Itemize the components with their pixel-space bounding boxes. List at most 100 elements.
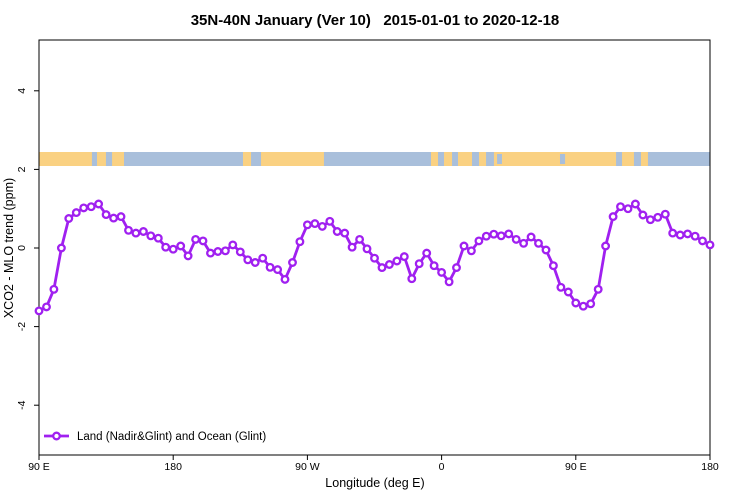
data-point-marker (198, 236, 208, 246)
data-point-marker (578, 301, 588, 311)
data-point-marker (608, 212, 618, 222)
data-point-marker (593, 284, 603, 294)
data-point-marker (295, 237, 305, 247)
data-point-marker (556, 282, 566, 292)
data-point-marker (220, 246, 230, 256)
ocean-speck-segment (497, 154, 502, 164)
data-point-marker (243, 255, 253, 265)
data-point-marker (235, 247, 245, 257)
data-point-marker (690, 231, 700, 241)
data-point-marker (109, 213, 119, 223)
y-tick-label: 4 (16, 88, 28, 94)
land-band-segment (458, 152, 473, 166)
data-point-marker (317, 221, 327, 231)
legend-label: Land (Nadir&Glint) and Ocean (Glint) (77, 431, 266, 443)
data-point-marker (437, 267, 447, 277)
data-point-marker (571, 298, 581, 308)
y-tick-label: 2 (16, 166, 28, 172)
data-point-marker (280, 274, 290, 284)
data-point-marker (116, 212, 126, 222)
data-point-marker (377, 263, 387, 273)
land-band-segment (479, 152, 487, 166)
data-point-marker (42, 302, 51, 312)
land-band-segment (622, 152, 634, 166)
data-point-marker (414, 259, 424, 269)
data-point-marker (71, 208, 81, 218)
data-point-marker (511, 234, 521, 244)
data-point-marker (213, 247, 223, 256)
data-point-marker (698, 236, 707, 246)
x-axis-ticks: 90 E 180 90 W 0 90 E 180 (28, 455, 719, 473)
data-point-marker (496, 231, 506, 241)
data-point-marker (340, 228, 350, 238)
data-point-marker (489, 229, 499, 239)
data-point-marker (250, 258, 260, 267)
y-axis-label: XCO2 - MLO trend (ppm) (2, 178, 16, 318)
data-point-marker (228, 240, 238, 250)
land-band-segment (431, 152, 439, 166)
data-point-marker (586, 299, 596, 309)
data-point-marker (183, 251, 193, 261)
data-point-marker (362, 244, 372, 254)
data-point-marker (34, 306, 44, 316)
data-point-marker (452, 263, 461, 273)
data-point-marker (616, 202, 625, 212)
legend: Land (Nadir&Glint) and Ocean (Glint) (44, 431, 266, 443)
data-point-marker (176, 241, 186, 251)
y-tick-label: -2 (16, 322, 28, 331)
data-point-marker (206, 248, 215, 258)
x-tick-label: 180 (701, 461, 719, 473)
surface-type-band (39, 152, 710, 166)
data-point-marker (466, 246, 476, 256)
x-tick-label: 180 (164, 461, 182, 473)
data-point-marker (138, 227, 148, 236)
data-point-marker (370, 253, 379, 263)
data-point-marker (332, 227, 342, 236)
data-point-marker (64, 214, 74, 223)
land-band-segment (261, 152, 324, 166)
ocean-speck-segment (559, 154, 566, 164)
data-point-marker (288, 258, 297, 267)
x-tick-label: 0 (439, 461, 445, 473)
data-point-marker (474, 236, 484, 246)
data-point-marker (168, 244, 178, 254)
data-point-marker (422, 248, 432, 258)
data-point-marker (79, 203, 89, 213)
data-point-marker (429, 261, 439, 271)
x-tick-label: 90 W (295, 461, 320, 473)
y-axis-ticks: -4 -2 0 2 4 (16, 88, 39, 410)
data-point-marker (124, 225, 133, 235)
land-band-segment (443, 152, 453, 166)
data-point-marker (355, 234, 365, 244)
land-band-segment (640, 152, 648, 166)
data-point-marker (660, 209, 670, 219)
data-point-marker (273, 265, 283, 275)
land-band-segment (97, 152, 106, 166)
data-point-marker (526, 232, 536, 242)
land-band-segment (112, 152, 124, 166)
data-point-marker (49, 284, 59, 294)
y-tick-label: -4 (16, 400, 28, 409)
data-point-marker (191, 234, 201, 244)
data-point-marker (131, 228, 141, 238)
data-point-marker (310, 219, 320, 229)
data-point-marker (683, 229, 693, 239)
y-tick-label: 0 (16, 245, 28, 251)
land-band-segment (493, 152, 617, 166)
data-point-marker (459, 241, 469, 251)
data-point-marker (675, 230, 685, 240)
data-point-marker (399, 252, 409, 262)
land-band-segment (39, 152, 92, 166)
data-point-marker (519, 238, 529, 248)
data-point-marker (258, 253, 268, 263)
data-point-marker (302, 220, 312, 230)
data-point-marker (668, 228, 678, 238)
data-point-marker (86, 202, 96, 212)
data-point-marker (623, 204, 633, 214)
x-axis-label: Longitude (deg E) (325, 476, 424, 490)
data-point-marker (347, 242, 357, 252)
data-point-marker (325, 216, 335, 226)
data-point-marker (407, 274, 417, 284)
data-point-marker (101, 210, 111, 220)
